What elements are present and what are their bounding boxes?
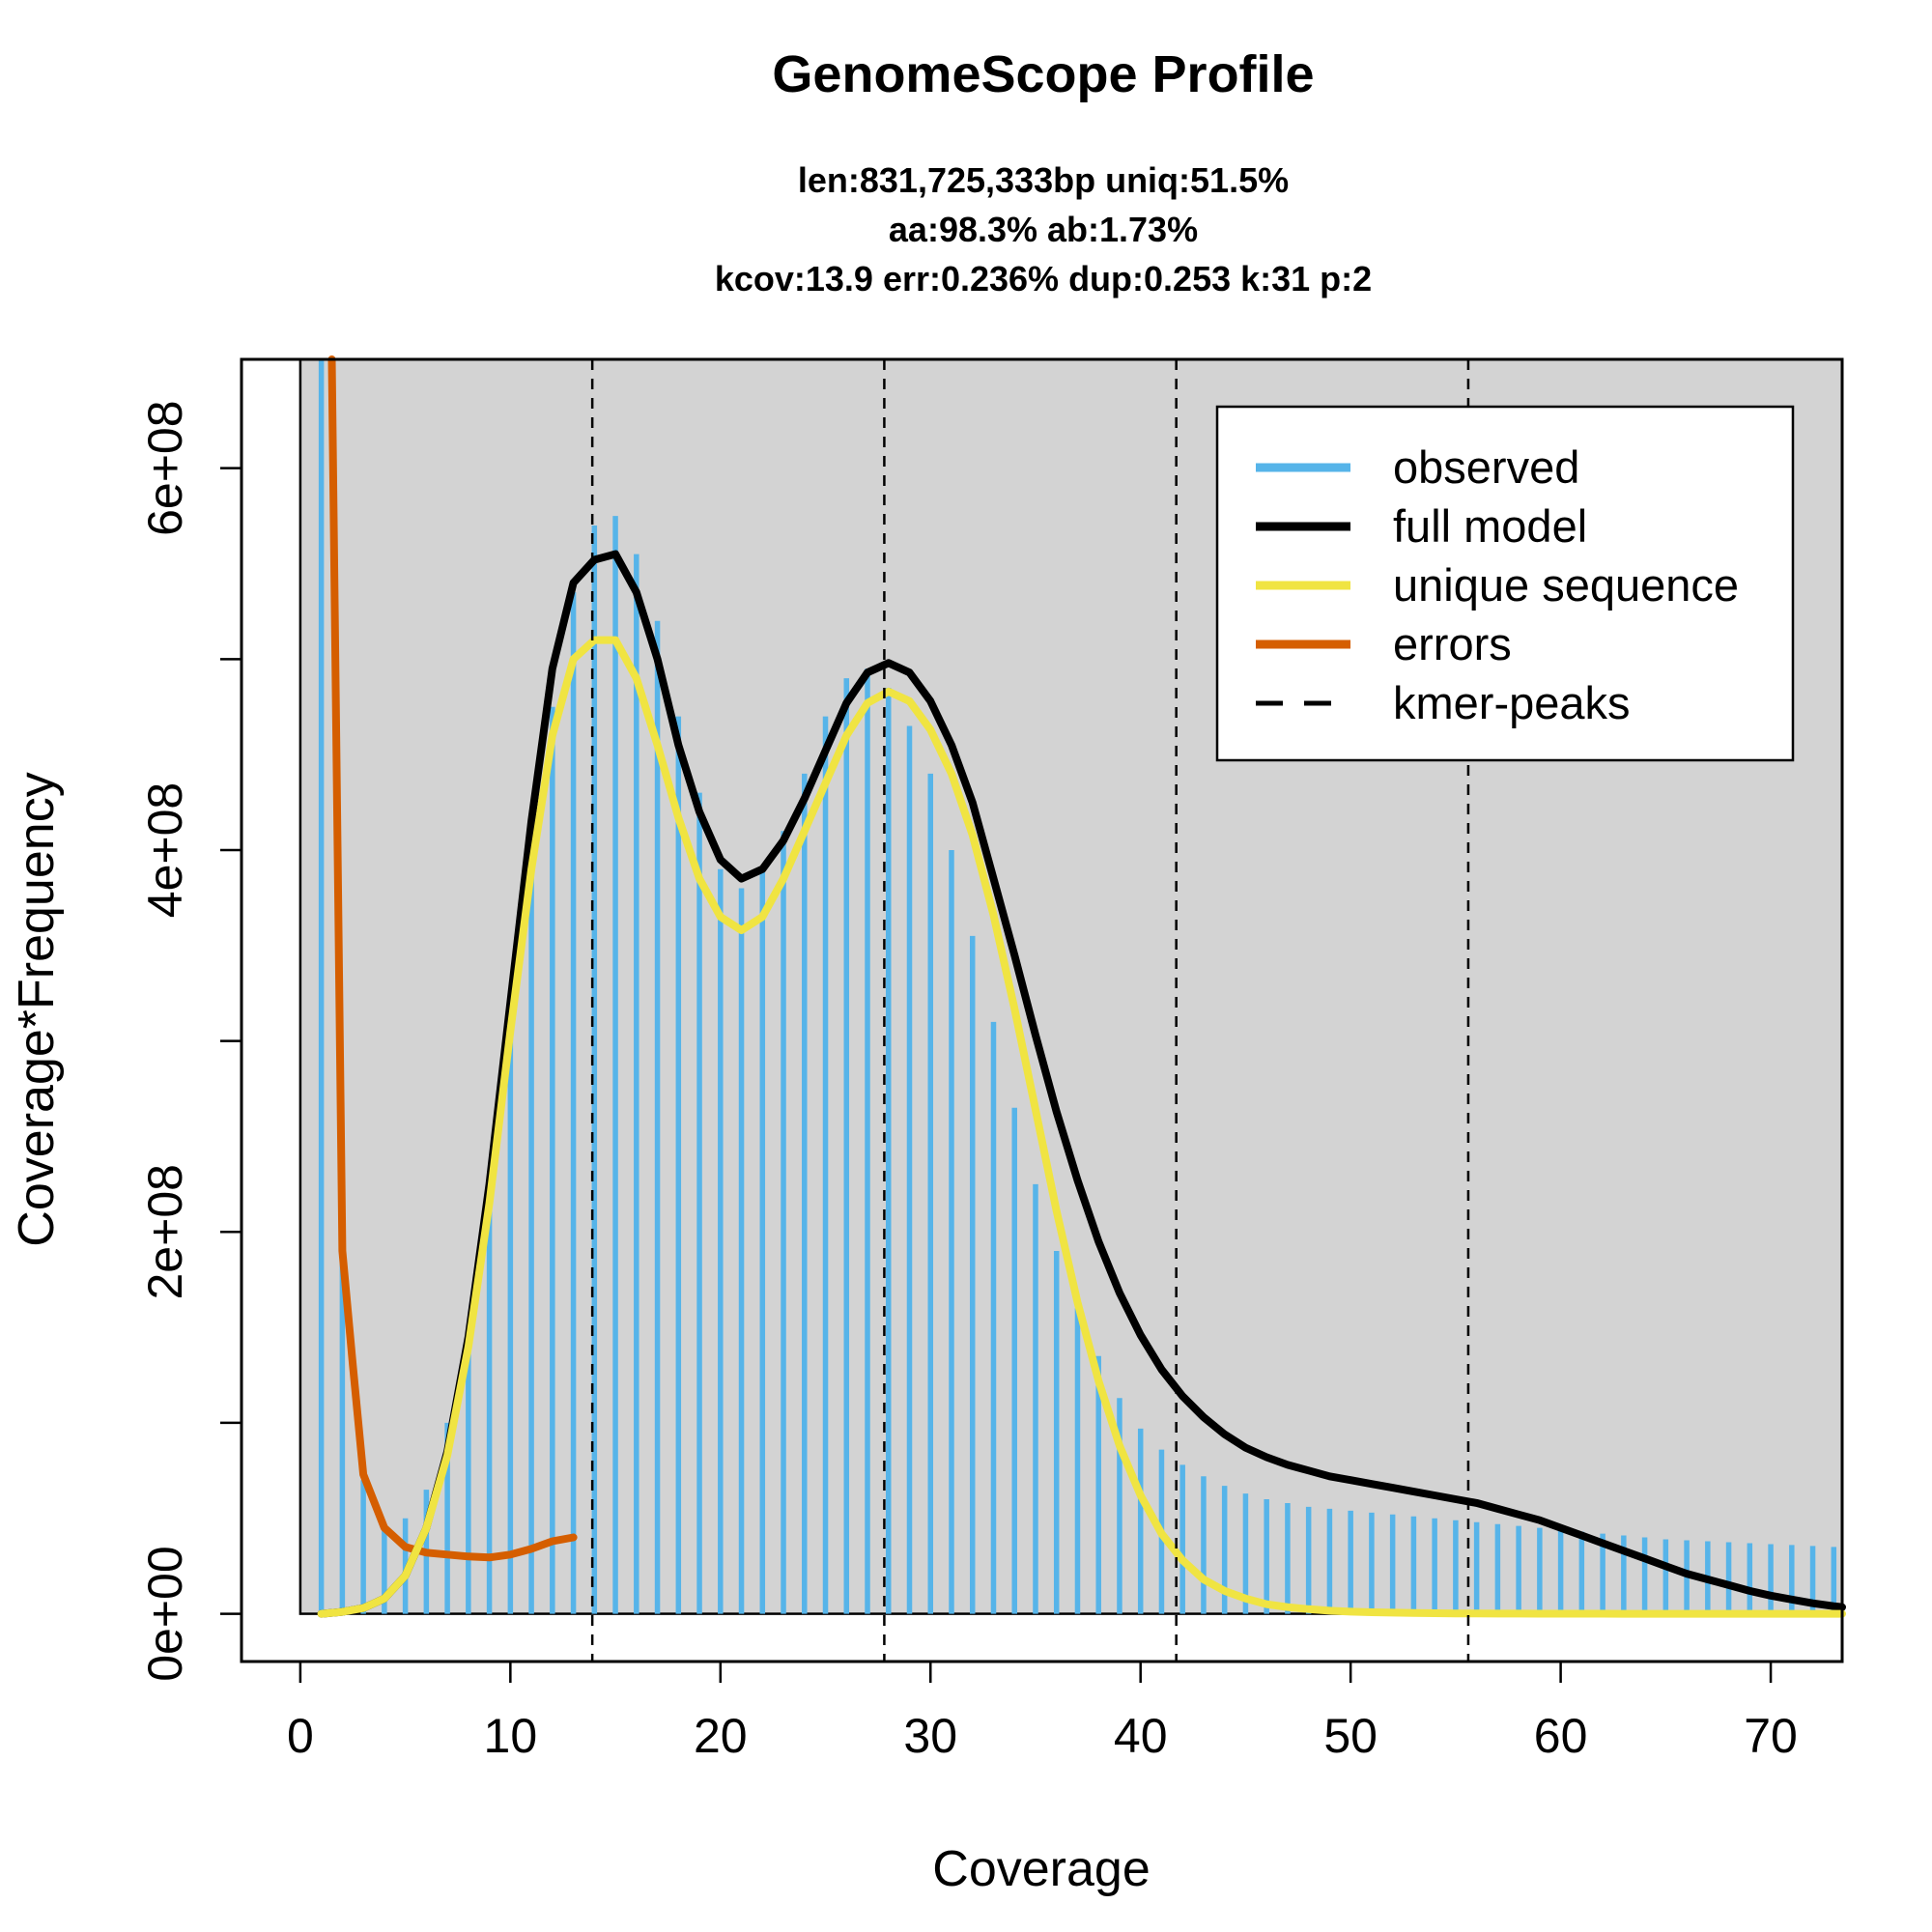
chart-title: GenomeScope Profile [772,45,1314,103]
chart-subtitle-line-3: kcov:13.9 err:0.236% dup:0.253 k:31 p:2 [715,259,1372,298]
x-tick-label: 20 [694,1709,748,1763]
legend-label-kmer-peaks: kmer-peaks [1393,677,1631,728]
y-axis: 0e+00 2e+08 4e+08 6e+08 [138,400,242,1682]
legend-label-errors: errors [1393,618,1512,669]
chart-subtitle-line-1: len:831,725,333bp uniq:51.5% [798,160,1289,200]
x-tick-label: 70 [1744,1709,1798,1763]
x-tick-label: 50 [1323,1709,1378,1763]
x-tick-label: 60 [1534,1709,1588,1763]
x-tick-label: 10 [484,1709,538,1763]
y-tick-label: 0e+00 [138,1546,192,1681]
plot-border [240,357,1844,1663]
y-axis-label: Coverage*Frequency [9,772,65,1246]
legend-label-observed: observed [1393,441,1579,493]
x-tick-label: 40 [1114,1709,1168,1763]
y-tick-label: 2e+08 [138,1164,192,1299]
series-line-unique-sequence [317,636,1846,1618]
legend-label-unique-sequence: unique sequence [1393,559,1739,611]
x-tick-label: 30 [903,1709,957,1763]
y-tick-label: 6e+08 [138,400,192,535]
x-tick-label: 0 [287,1709,314,1763]
legend: observed full model unique sequence erro… [1215,405,1795,762]
series-line-errors [327,355,578,1562]
y-tick-label: 4e+08 [138,782,192,918]
chart-subtitle-line-2: aa:98.3% ab:1.73% [889,210,1198,249]
series-line-full-model [317,550,1846,1618]
model-lines [317,355,1846,1618]
legend-label-full-model: full model [1393,500,1587,552]
observed-bars [318,359,1837,1614]
x-axis: 0 10 20 30 40 50 60 70 [287,1662,1798,1763]
x-axis-label: Coverage [932,1841,1150,1897]
